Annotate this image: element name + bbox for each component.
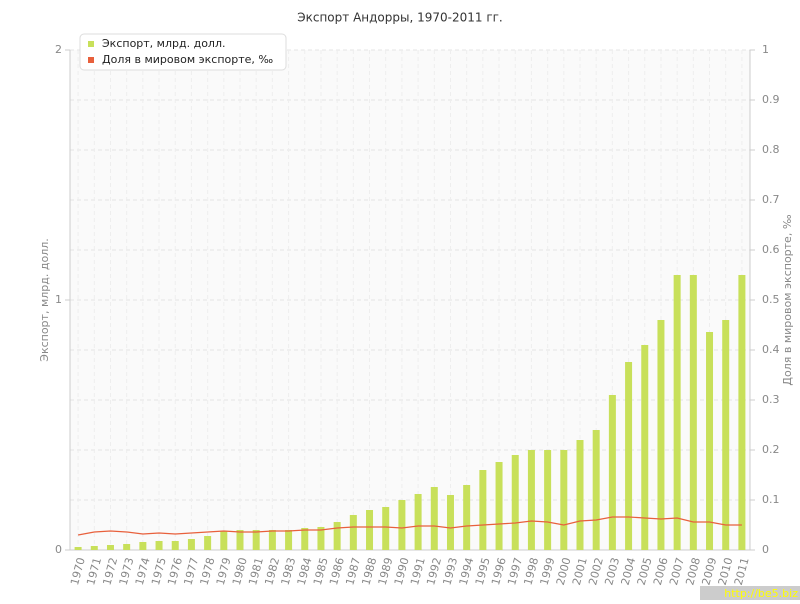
bar [285, 530, 293, 550]
bar [430, 487, 438, 550]
bar [592, 430, 600, 550]
y2-tick-label: 0.8 [762, 143, 780, 156]
bar [495, 462, 503, 550]
bar [527, 450, 535, 550]
y2-tick-label: 0.5 [762, 293, 780, 306]
bar [252, 530, 260, 550]
bar [463, 485, 471, 550]
bar [106, 545, 114, 550]
y-tick-label: 2 [55, 43, 62, 56]
bar [317, 527, 325, 550]
y2-tick-label: 1 [762, 43, 769, 56]
y2-tick-label: 0.7 [762, 193, 780, 206]
bar [479, 470, 487, 550]
y2-tick-label: 0.1 [762, 493, 780, 506]
bar [673, 275, 681, 550]
legend-label: Экспорт, млрд. долл. [102, 37, 225, 50]
bar [123, 544, 131, 550]
bar [204, 536, 212, 550]
bar [511, 455, 519, 550]
bar [301, 528, 309, 550]
y-tick-label: 1 [55, 293, 62, 306]
bar [366, 510, 374, 550]
bar [625, 362, 633, 550]
bar [560, 450, 568, 550]
bar [706, 332, 714, 550]
y2-tick-label: 0 [762, 543, 769, 556]
bar [139, 542, 147, 550]
y2-axis-title: Доля в мировом экспорте, ‰ [781, 214, 794, 385]
watermark-bg [700, 586, 800, 600]
bar [268, 530, 276, 550]
y2-tick-label: 0.2 [762, 443, 780, 456]
line [77, 516, 742, 536]
legend-swatch [88, 41, 94, 47]
y2-tick-label: 0.3 [762, 393, 780, 406]
y-tick-label: 0 [55, 543, 62, 556]
bar [608, 395, 616, 550]
bar [722, 320, 730, 550]
y2-tick-label: 0.9 [762, 93, 780, 106]
bar [446, 495, 454, 550]
bar [90, 546, 98, 550]
bar [689, 275, 697, 550]
bar [349, 515, 357, 550]
bar [171, 541, 179, 550]
bar [414, 494, 422, 550]
bar [382, 507, 390, 550]
y2-tick-label: 0.6 [762, 243, 780, 256]
legend-box [79, 33, 287, 71]
bar [544, 450, 552, 550]
watermark: http://be5.biz [724, 587, 798, 600]
bar [398, 500, 406, 550]
bar [641, 345, 649, 550]
legend-swatch [88, 57, 94, 63]
bar [74, 547, 82, 550]
bar [236, 530, 244, 550]
bar [657, 320, 665, 550]
bar [576, 440, 584, 550]
y-axis-title: Экспорт, млрд. долл. [38, 238, 51, 361]
bar [220, 531, 228, 550]
chart-title: Экспорт Андорры, 1970-2011 гг. [297, 11, 503, 25]
legend-label: Доля в мировом экспорте, ‰ [102, 53, 273, 66]
bar [333, 522, 341, 550]
bar [738, 275, 746, 550]
y2-tick-label: 0.4 [762, 343, 780, 356]
bar [155, 541, 163, 550]
bar [187, 539, 195, 550]
